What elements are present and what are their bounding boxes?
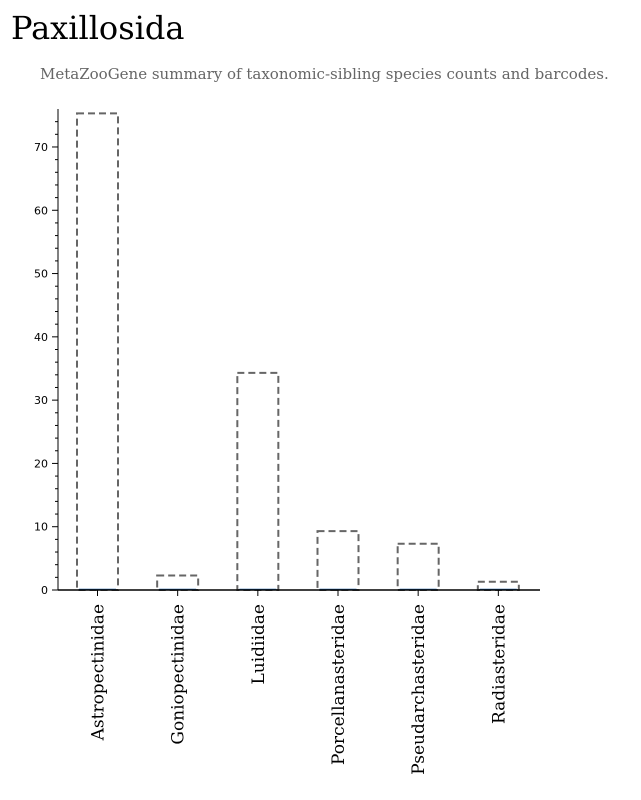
y-tick-label: 70 — [34, 141, 48, 154]
x-category-label: Radiasteridae — [489, 604, 509, 724]
bar-species-count — [76, 112, 119, 591]
page-title: Paxillosida — [11, 9, 185, 47]
y-tick-label: 20 — [34, 457, 48, 470]
bar-species-count — [316, 530, 360, 592]
bar-species-count — [236, 371, 280, 592]
y-tick-label: 40 — [34, 331, 48, 344]
page-subtitle: MetaZooGene summary of taxonomic-sibling… — [40, 65, 609, 83]
x-category-label: Porcellanasteridae — [329, 604, 349, 765]
y-tick-label: 30 — [34, 394, 48, 407]
y-tick-label: 10 — [34, 521, 48, 534]
x-category-label: Luidiidae — [249, 604, 269, 685]
y-tick-label: 50 — [34, 268, 48, 281]
x-axis: Astropectinidae Goniopectinidae Luidiidae P… — [58, 589, 540, 775]
y-tick-label: 0 — [41, 584, 48, 597]
y-axis: 0 10 20 30 40 50 60 70 — [34, 109, 59, 597]
bar-species-count — [156, 574, 200, 591]
bars — [76, 112, 520, 592]
x-category-label: Goniopectinidae — [169, 604, 189, 745]
x-category-label: Astropectinidae — [89, 604, 109, 741]
bar-species-count — [396, 542, 440, 592]
x-category-label: Pseudarchasteridae — [409, 604, 429, 775]
y-tick-label: 60 — [34, 204, 48, 217]
